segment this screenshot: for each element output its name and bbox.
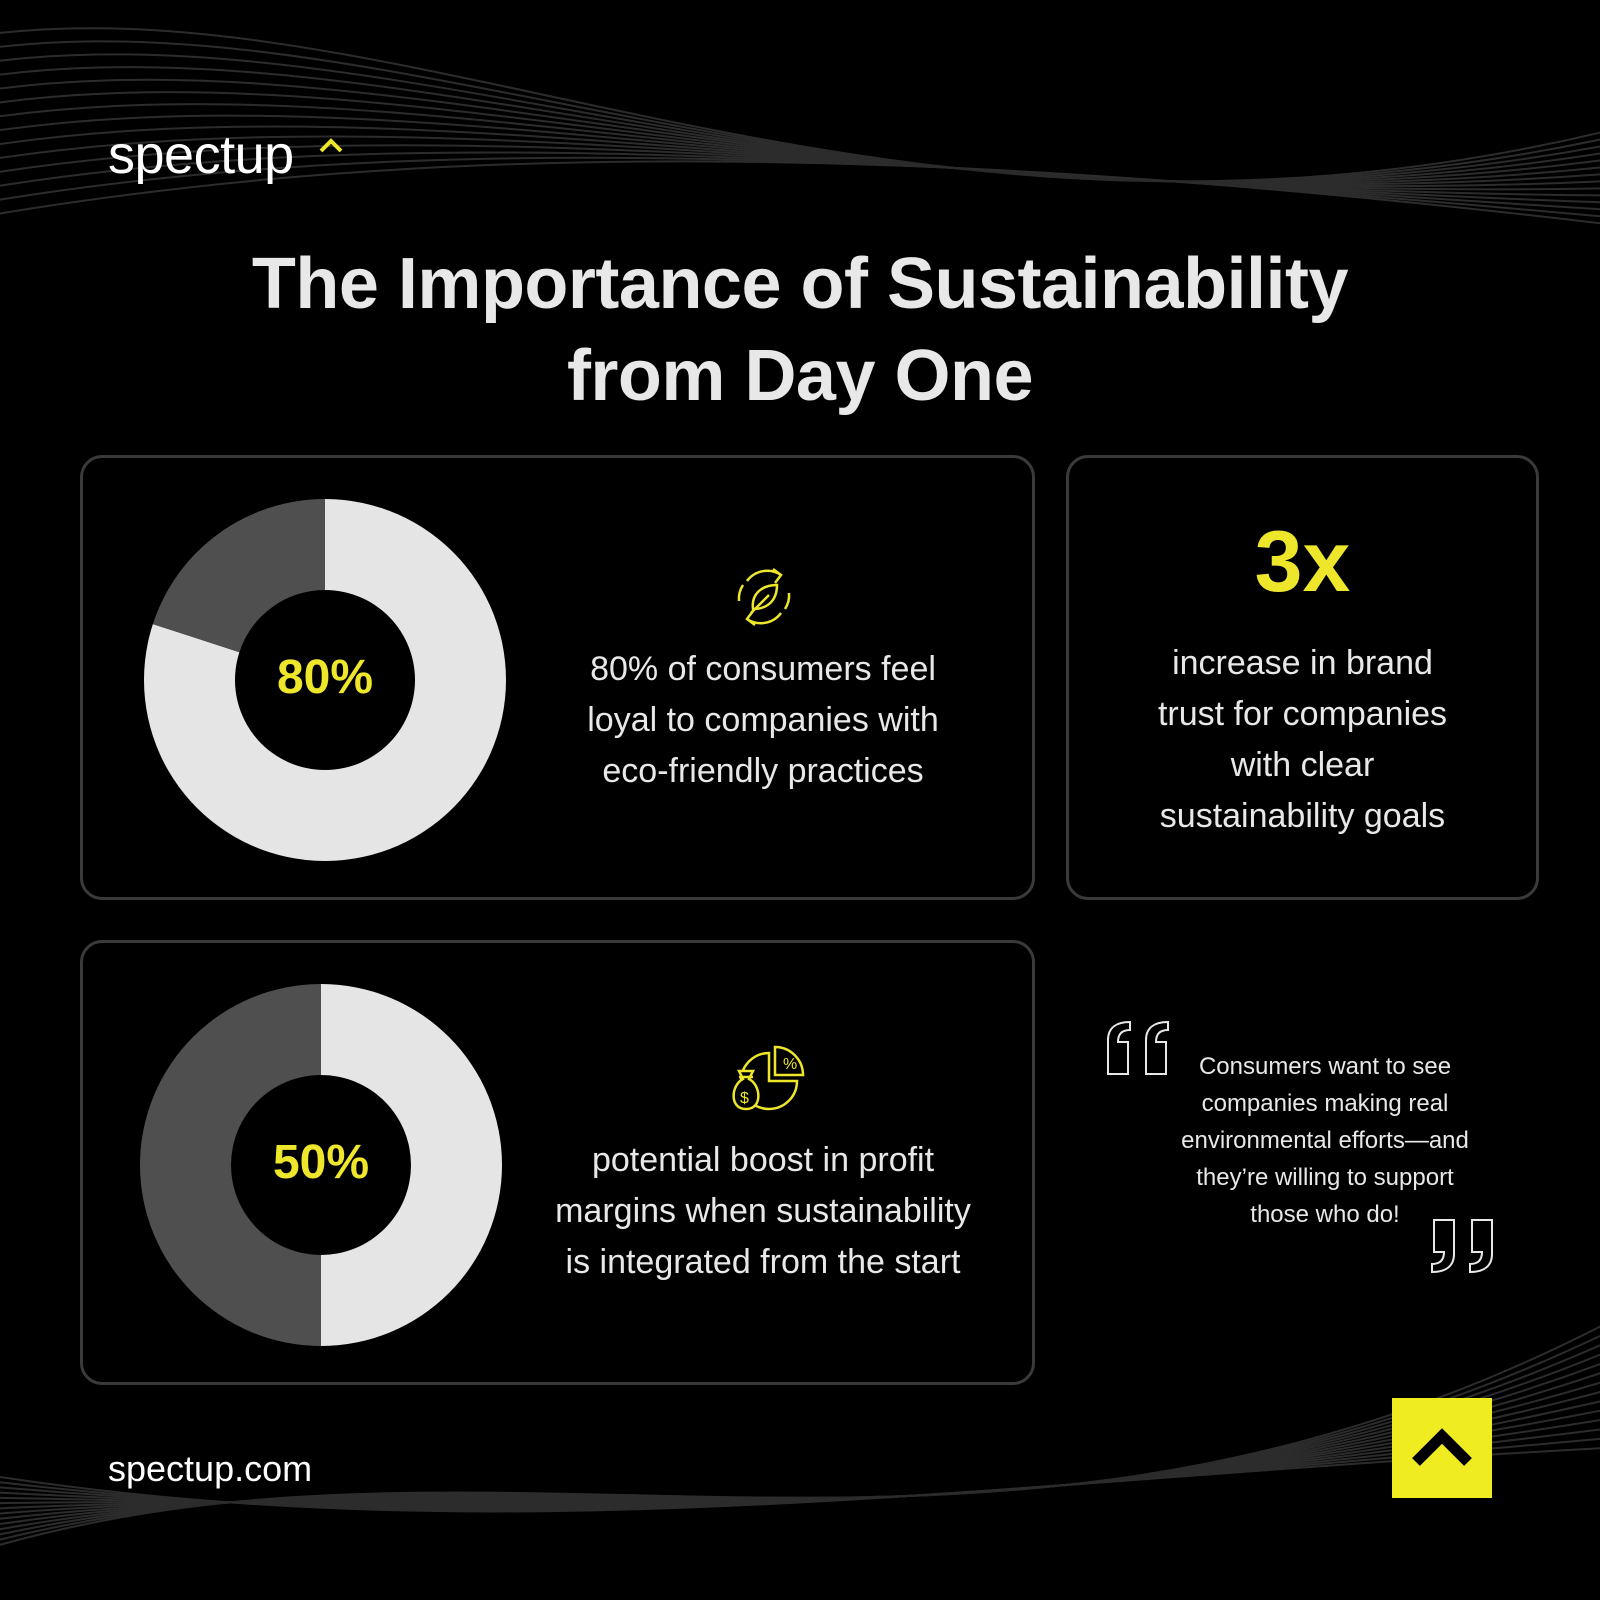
background-wave-line bbox=[0, 156, 1600, 218]
background-wave-line bbox=[0, 78, 1600, 184]
text-line: environmental efforts—and bbox=[1181, 1127, 1469, 1154]
donut-slice-value bbox=[144, 499, 506, 861]
title-line-1: The Importance of Sustainability bbox=[251, 244, 1349, 324]
text-line: companies making real bbox=[1201, 1090, 1449, 1117]
text-line: margins when sustainability bbox=[555, 1192, 971, 1230]
background-wave-line bbox=[0, 114, 1600, 188]
quote-text: Consumers want to see companies making r… bbox=[1160, 1048, 1490, 1233]
background-wave-line bbox=[0, 1447, 1600, 1513]
donut-chart-80 bbox=[144, 499, 506, 861]
open-quote-icon bbox=[1107, 1020, 1169, 1075]
background-wave-line bbox=[0, 144, 1600, 204]
text-line: potential boost in profit bbox=[591, 1141, 935, 1179]
background-wave-line bbox=[0, 27, 1600, 183]
background-wave-line bbox=[0, 151, 1600, 211]
text-line: they’re willing to support bbox=[1196, 1164, 1454, 1191]
donut-slice-value bbox=[321, 984, 502, 1346]
stat-card-profit: 50% % $ potential boost in profit margin… bbox=[80, 940, 1035, 1385]
donut-label-50: 50% bbox=[272, 1136, 370, 1189]
chevron-up-icon bbox=[1412, 1428, 1472, 1466]
donut-slice-rest bbox=[139, 984, 321, 1346]
background-wave-line bbox=[0, 135, 1600, 197]
brand-logo: spectup bbox=[108, 125, 294, 185]
background-wave-line bbox=[0, 91, 1600, 185]
money-bag-pie-chart-icon: % $ bbox=[732, 1045, 805, 1111]
stat-card-brand-trust: 3x increase in brand trust for companies… bbox=[1066, 455, 1539, 900]
background-wave-line bbox=[0, 103, 1600, 186]
donut-label-80: 80% bbox=[276, 651, 374, 704]
donut-chart-50 bbox=[139, 984, 502, 1346]
stat-description-brand-trust: increase in brand trust for companies wi… bbox=[1069, 638, 1536, 842]
donut-slice-rest bbox=[152, 499, 325, 653]
text-line: those who do! bbox=[1250, 1201, 1400, 1228]
stat-description-profit: potential boost in profit margins when s… bbox=[523, 1135, 1003, 1288]
stat-value-3x: 3x bbox=[1254, 514, 1351, 610]
background-wave-line bbox=[0, 160, 1600, 225]
background-wave-line bbox=[0, 1381, 1600, 1515]
stat-description-loyalty: 80% of consumers feel loyal to companies… bbox=[543, 644, 983, 797]
svg-text:$: $ bbox=[740, 1090, 749, 1107]
text-line: 80% of consumers feel bbox=[590, 650, 936, 688]
text-line: sustainability goals bbox=[1159, 797, 1446, 835]
background-wave-line bbox=[0, 1391, 1600, 1510]
close-quote-icon bbox=[1431, 1219, 1493, 1274]
eco-cycle-leaf-icon bbox=[737, 568, 791, 626]
text-line: loyal to companies with bbox=[587, 701, 939, 739]
background-wave-line bbox=[0, 53, 1600, 183]
background-wave-line bbox=[0, 125, 1600, 191]
brand-badge-button[interactable] bbox=[1392, 1398, 1492, 1498]
svg-text:%: % bbox=[783, 1056, 797, 1073]
text-line: increase in brand bbox=[1172, 644, 1433, 682]
text-line: is integrated from the start bbox=[565, 1243, 961, 1281]
text-line: with clear bbox=[1230, 746, 1375, 784]
text-line: Consumers want to see bbox=[1198, 1053, 1452, 1080]
background-wave-line bbox=[0, 40, 1600, 183]
text-line: trust for companies bbox=[1157, 695, 1448, 733]
background-wave-line bbox=[0, 66, 1600, 183]
text-line: eco-friendly practices bbox=[602, 752, 924, 790]
caret-up-icon bbox=[319, 138, 343, 153]
title-line-2: from Day One bbox=[566, 336, 1034, 416]
footer-url[interactable]: spectup.com bbox=[108, 1448, 313, 1489]
stat-card-loyalty: 80% 80% of consumers feel loyal to compa… bbox=[80, 455, 1035, 900]
page-title: The Importance of Sustainability from Da… bbox=[100, 238, 1500, 422]
